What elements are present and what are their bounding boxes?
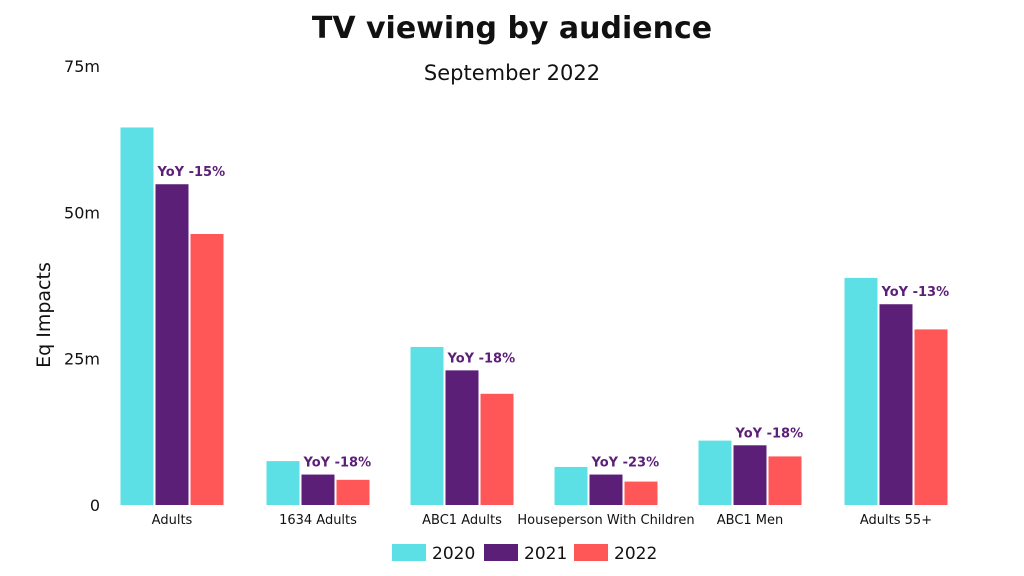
bar-2020	[120, 127, 154, 506]
legend-swatch-2022	[574, 544, 608, 561]
yoy-annotation: YoY -13%	[881, 285, 950, 300]
y-tick-label: 75m	[64, 57, 100, 76]
legend-swatch-2021	[484, 544, 518, 561]
bar-2022	[624, 481, 658, 505]
bar-2021	[155, 184, 189, 505]
yoy-annotation: YoY -23%	[591, 456, 660, 471]
bars	[120, 127, 948, 506]
legend-label: 2020	[432, 544, 475, 564]
bar-2021	[733, 445, 767, 505]
bar-2022	[768, 456, 802, 505]
chart-title: TV viewing by audience	[312, 11, 712, 46]
bar-2021	[301, 474, 335, 505]
yoy-annotations: YoY -15% YoY -18% YoY -18% YoY -23% YoY -18%…	[157, 165, 950, 470]
bar-2021	[879, 304, 913, 505]
chart-subtitle: September 2022	[424, 61, 600, 85]
yoy-annotation: YoY -18%	[447, 351, 516, 366]
yoy-annotation: YoY -15%	[157, 165, 226, 180]
x-axis-ticks: Adults 1634 Adults ABC1 Adults Houseperson …	[152, 513, 932, 528]
bar-2022	[480, 393, 514, 505]
bar-2020	[844, 277, 878, 505]
x-tick-label: Houseperson With Children	[517, 513, 694, 528]
yoy-annotation: YoY -18%	[735, 426, 804, 441]
y-axis-ticks: 0 25m 50m 75m	[64, 57, 100, 515]
bar-2022	[914, 329, 948, 505]
legend: 2020 2021 2022	[392, 544, 657, 564]
bar-2021	[589, 474, 623, 505]
y-tick-label: 25m	[64, 350, 100, 369]
bar-2020	[410, 346, 444, 505]
y-tick-label: 0	[90, 496, 100, 515]
bar-2022	[336, 479, 370, 505]
yoy-annotation: YoY -18%	[303, 456, 372, 471]
x-tick-label: Adults	[152, 513, 193, 528]
legend-label: 2021	[524, 544, 567, 564]
x-tick-label: ABC1 Adults	[422, 513, 502, 528]
x-tick-label: ABC1 Men	[717, 513, 784, 528]
legend-swatch-2020	[392, 544, 426, 561]
bar-2022	[190, 233, 224, 505]
bar-2020	[554, 466, 588, 505]
y-tick-label: 50m	[64, 203, 100, 222]
x-tick-label: Adults 55+	[860, 513, 932, 528]
bar-2020	[266, 461, 300, 505]
y-axis-label: Eq Impacts	[33, 262, 55, 368]
bar-2021	[445, 370, 479, 505]
legend-label: 2022	[614, 544, 657, 564]
bar-2020	[698, 440, 732, 505]
x-tick-label: 1634 Adults	[279, 513, 357, 528]
